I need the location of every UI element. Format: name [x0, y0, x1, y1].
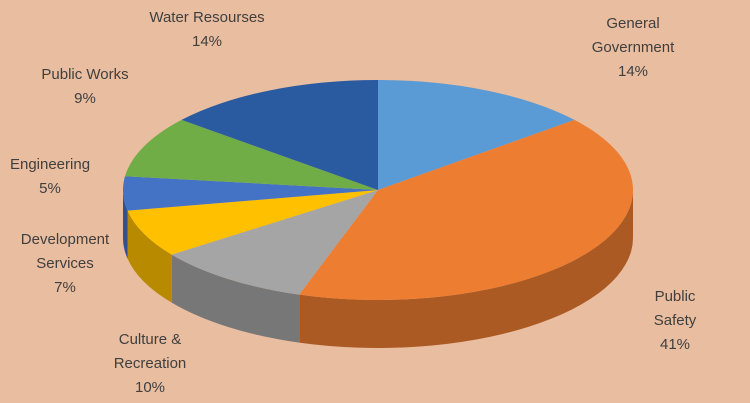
category-label: Development Services — [20, 231, 110, 272]
slice — [299, 119, 633, 300]
slice-side — [299, 190, 633, 348]
slice — [181, 80, 378, 190]
category-label: Water Resourses — [149, 9, 265, 26]
category-label: Public Works — [41, 66, 129, 83]
slice — [127, 190, 378, 255]
slice — [125, 119, 379, 190]
data-label: Engineering 5% — [10, 153, 90, 201]
category-label: Public Safety — [653, 288, 697, 329]
value-label: 14% — [191, 33, 223, 50]
category-label: Culture & Recreation — [113, 331, 187, 372]
slice-side — [123, 190, 128, 259]
data-label: Culture & Recreation 10% — [100, 328, 200, 400]
slice-side — [127, 210, 172, 303]
slice-side — [171, 254, 300, 343]
value-label: 5% — [39, 180, 61, 197]
data-label: Development Services 7% — [5, 228, 125, 300]
value-label: 10% — [134, 379, 166, 396]
data-label: Water Resourses 14% — [149, 6, 264, 54]
data-label: General Government 14% — [575, 12, 692, 84]
category-label: General Government — [591, 15, 675, 56]
data-label: Public Safety 41% — [638, 285, 713, 357]
value-label: 14% — [617, 63, 649, 80]
slice — [378, 80, 575, 190]
slice — [123, 176, 379, 211]
slice — [171, 190, 378, 295]
category-label: Engineering — [9, 156, 91, 173]
data-label: Public Works 9% — [41, 63, 128, 111]
value-label: 41% — [659, 336, 691, 353]
value-label: 9% — [74, 90, 96, 107]
value-label: 7% — [54, 279, 76, 296]
